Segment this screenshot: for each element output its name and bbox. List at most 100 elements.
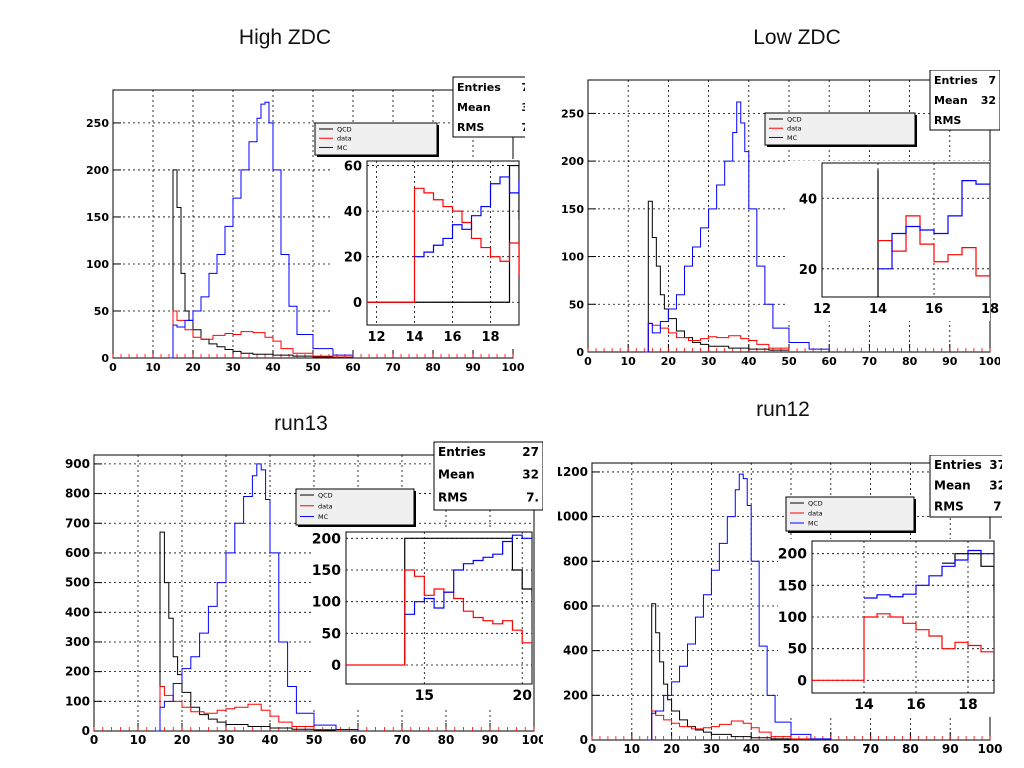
inset-series-qcd [404,537,532,665]
stats-label: Mean [934,94,968,107]
inset-series-data [878,215,990,297]
stats-value: 32 [989,479,1002,493]
legend-label: MC [787,134,798,142]
x-tick-label: 60 [822,742,839,756]
y-tick-label: 100 [561,251,584,264]
y-tick-label: 250 [86,117,109,130]
stats-value: 3 [521,101,525,114]
stats-value: 32 [522,468,539,482]
x-tick-label: 50 [305,361,321,374]
stats-label: Entries [934,74,978,87]
x-tick-label: 30 [218,733,235,747]
stats-box [929,70,1000,131]
inset-y-tick-label: 150 [778,578,807,594]
inset-y-tick-label: 60 [344,160,362,175]
histogram-run13: 0 10 20 30 40 50 60 70 80 90 100010020030040050060… [65,441,543,747]
series-qcd [155,531,337,732]
legend-label: data [787,125,802,133]
inset-y-tick-label: 0 [797,673,807,689]
y-tick-label: 0 [82,724,90,738]
inset-x-tick-label: 16 [906,697,925,713]
x-tick-label: 70 [862,742,879,756]
x-tick-label: 80 [425,361,441,374]
inset-series-data [367,187,519,303]
stats-value: 32 [981,94,996,107]
stats-label: Entries [457,81,501,94]
inset-x-tick-label: 14 [869,302,887,317]
y-tick-label: 0 [101,352,109,365]
inset-y-tick-label: 0 [353,296,362,311]
x-tick-label: 10 [623,742,640,756]
stats-label: RMS [934,499,964,513]
y-tick-label: 200 [86,164,109,177]
inset-x-tick-label: 16 [925,302,943,317]
y-tick-label: 900 [65,457,90,471]
y-tick-label: 50 [569,298,585,311]
x-tick-label: 10 [621,355,637,368]
y-tick-label: 150 [86,211,109,224]
inset-series-qcd [367,164,519,303]
x-tick-label: 20 [185,361,201,374]
inset-x-tick-label: 15 [415,688,434,704]
y-tick-label: 400 [65,605,90,619]
inset-y-tick-label: 20 [799,263,817,278]
x-tick-label: 80 [902,355,918,368]
inset-x-tick-label: 16 [443,330,461,345]
stats-value: 7 [521,81,525,94]
inset-series-mc [878,180,990,270]
x-tick-label: 100 [521,733,543,747]
stats-box [433,441,543,511]
stats-value: 7 [988,74,996,87]
x-tick-label: 100 [979,355,1000,368]
inset-x-tick-label: 12 [813,302,831,317]
inset-series-data [812,613,994,681]
inset-x-tick-label: 14 [405,330,423,345]
stats-label: RMS [934,114,961,127]
series-mc [644,101,830,353]
stats-value: 7. [993,499,1002,513]
x-tick-label: 30 [225,361,241,374]
inset-y-tick-label: 150 [312,563,341,579]
x-tick-label: 50 [306,733,323,747]
inset-series-mc [864,549,994,599]
panel-title-run12: run12 [756,398,810,421]
x-tick-label: 40 [743,742,760,756]
stats-label: RMS [457,121,484,134]
inset-x-tick-label: 20 [512,688,532,704]
x-tick-label: 60 [345,361,361,374]
stats-label: Mean [438,468,475,482]
y-tick-label: 300 [65,635,90,649]
x-tick-label: 90 [942,355,958,368]
y-tick-label: 800 [563,554,588,568]
series-mc [155,463,359,732]
stats-box [929,455,1002,518]
legend-label: MC [337,144,348,152]
inset-y-tick-label: 40 [344,205,362,220]
x-tick-label: 80 [438,733,455,747]
y-tick-label: 100 [65,694,90,708]
stats-label: Entries [934,458,982,472]
x-tick-label: 0 [588,742,596,756]
inset-y-tick-label: 100 [312,595,341,611]
x-tick-label: 40 [265,361,281,374]
y-tick-label: 1000 [558,510,588,524]
stats-value: 7 [521,121,525,134]
x-tick-label: 0 [90,733,98,747]
panel-title-low-zdc: Low ZDC [753,26,841,49]
x-tick-label: 20 [663,742,680,756]
legend-label: data [337,135,352,143]
inset-x-tick-label: 18 [481,330,499,345]
x-tick-label: 100 [977,742,1002,756]
inset-series-data [346,569,532,666]
legend-label: QCD [318,492,333,500]
x-tick-label: 90 [942,742,959,756]
legend-label: QCD [808,500,823,508]
stats-label: RMS [438,490,468,504]
stats-label: Mean [457,101,491,114]
inset-y-tick-label: 50 [322,626,342,642]
legend-label: data [808,510,823,518]
y-tick-label: 200 [65,665,90,679]
x-tick-label: 30 [701,355,717,368]
y-tick-label: 250 [561,107,584,120]
